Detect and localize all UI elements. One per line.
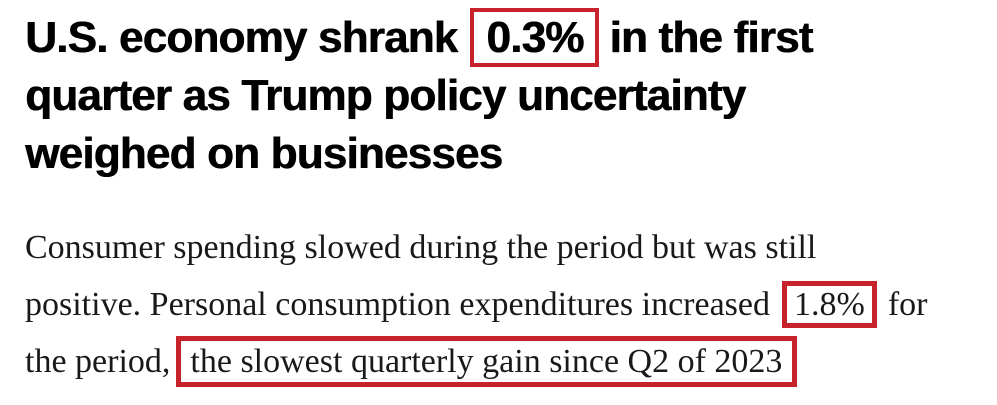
highlight-box-gdp-change: 0.3% [470,8,600,67]
headline-line-3: weighed on businesses [25,129,503,178]
headline-line-2: quarter as Trump policy uncertainty [25,71,746,120]
news-article: U.S. economy shrank 0.3% in the first quar… [25,8,977,390]
highlight-box-slowest-gain: the slowest quarterly gain since Q2 of 2… [176,336,798,387]
paragraph-line-3: the period, the slowest quarterly gain si… [25,333,977,390]
paragraph-segment: for [887,286,928,323]
paragraph-line-1: Consumer spending slowed during the peri… [25,229,817,266]
headline-segment: in the first [609,13,813,62]
paragraph-line-2: positive. Personal consumption expenditu… [25,276,977,333]
paragraph-segment: the period, [25,343,171,380]
paragraph-segment: positive. Personal consumption expenditu… [25,286,770,323]
article-paragraph: Consumer spending slowed during the peri… [25,219,977,390]
highlight-box-pce-increase: 1.8% [782,281,877,328]
article-headline: U.S. economy shrank 0.3% in the first quar… [25,8,977,183]
headline-line-1: U.S. economy shrank 0.3% in the first [25,8,977,67]
headline-segment: U.S. economy shrank [25,13,458,62]
